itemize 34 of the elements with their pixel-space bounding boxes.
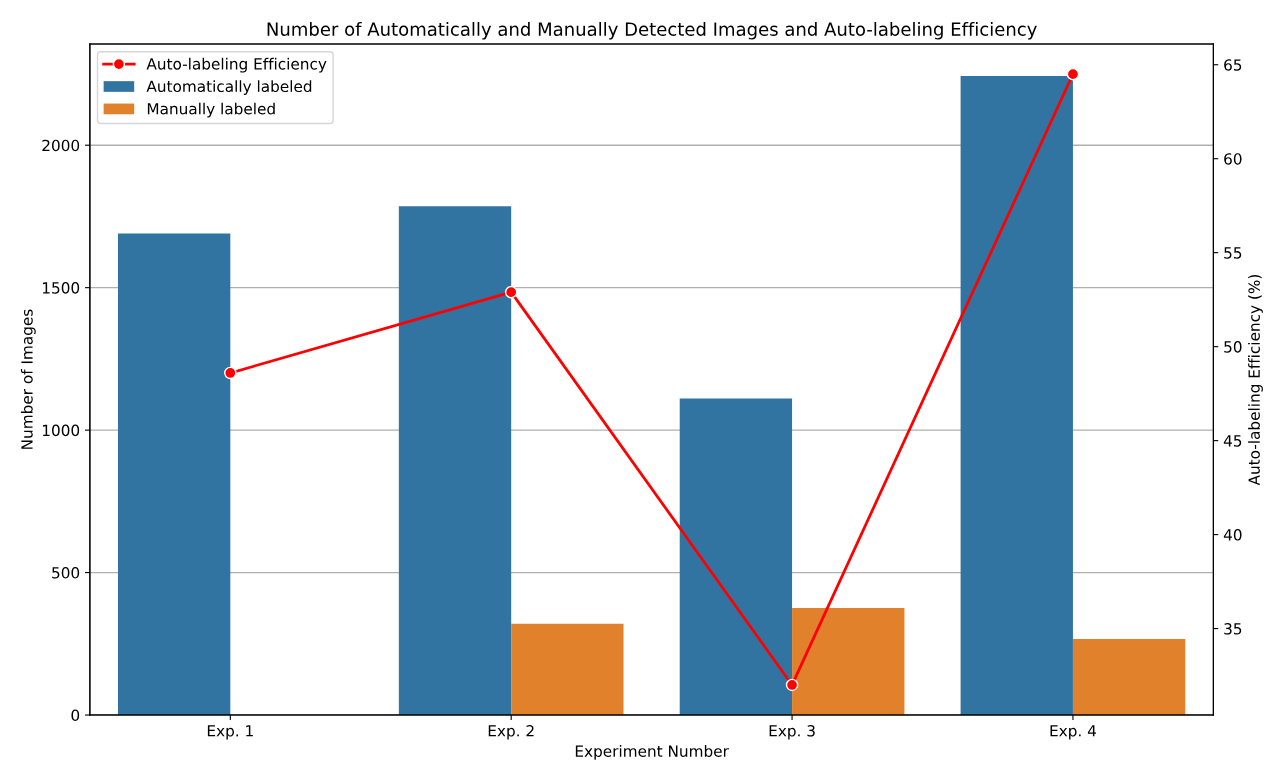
bar	[960, 75, 1073, 716]
y2-axis-title: Auto-labeling Efficiency (%)	[1248, 274, 1263, 486]
x-tick-label: Exp. 3	[769, 725, 815, 740]
y-tick-label: 0	[71, 709, 80, 722]
x-tick-label: Exp. 2	[488, 725, 534, 740]
bar	[679, 398, 793, 716]
y-tick-label: 500	[52, 567, 80, 579]
y-axis-title: Number of Images	[20, 309, 36, 449]
bar	[511, 623, 624, 716]
y-tick-label: 2000	[42, 139, 80, 152]
y2-tick-label: 65	[1224, 59, 1242, 71]
y2-tick-label: 50	[1224, 341, 1242, 353]
legend-label: Automatically labeled	[146, 80, 312, 96]
y2-tick-label: 40	[1223, 529, 1242, 541]
bar	[1072, 638, 1186, 716]
y-tick-label: 1500	[42, 282, 80, 294]
bar	[117, 233, 231, 716]
point	[1066, 67, 1080, 81]
legend-label: Auto-labeling Efficiency	[146, 57, 327, 73]
y2-tick-label: 55	[1224, 247, 1242, 259]
bar	[398, 206, 512, 716]
y2-tick-label: 60	[1224, 153, 1242, 165]
point	[224, 366, 237, 380]
point	[504, 285, 518, 299]
legend-label: Manually labeled	[147, 102, 275, 118]
x-axis-title: Experiment Number	[575, 745, 729, 760]
point	[785, 678, 799, 692]
bar	[792, 607, 905, 716]
x-tick-label: Exp. 1	[207, 725, 253, 740]
y2-tick-label: 45	[1223, 435, 1242, 447]
y-tick-label: 1000	[42, 424, 80, 437]
chart-title: Number of Automatically and Manually Detected Images and Auto-labeling Efficiency	[267, 22, 1037, 40]
x-tick-label: Exp. 4	[1050, 725, 1096, 740]
y2-tick-label: 35	[1224, 623, 1242, 635]
